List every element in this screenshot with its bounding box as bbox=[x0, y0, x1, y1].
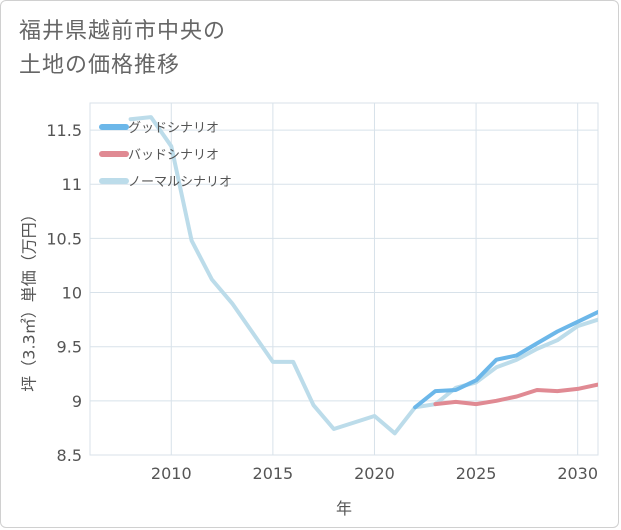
chart-title: 福井県越前市中央の 土地の価格推移 bbox=[19, 15, 226, 83]
x-tick-label: 2030 bbox=[557, 464, 598, 483]
y-tick-label: 8.5 bbox=[57, 446, 82, 465]
series-line bbox=[433, 382, 598, 407]
grid-lines bbox=[89, 102, 599, 456]
y-tick-label: 10.5 bbox=[46, 229, 82, 248]
y-tick-label: 11 bbox=[62, 175, 82, 194]
y-tick-label: 10 bbox=[62, 284, 82, 303]
y-tick-label: 9.5 bbox=[57, 338, 82, 357]
legend-label: グッドシナリオ bbox=[128, 121, 219, 136]
series-line bbox=[413, 310, 598, 410]
y-axis-label: 坪（3.3㎡）単価（万円） bbox=[20, 206, 39, 391]
chart-title-line-1: 福井県越前市中央の bbox=[19, 19, 227, 44]
series-line bbox=[128, 115, 598, 436]
legend-label: バッドシナリオ bbox=[128, 148, 219, 163]
y-tick-label: 9 bbox=[72, 392, 82, 411]
x-tick-label: 2020 bbox=[354, 464, 395, 483]
series-lines bbox=[128, 115, 598, 436]
x-tick-label: 2015 bbox=[253, 464, 294, 483]
x-tick-label: 2025 bbox=[456, 464, 497, 483]
x-tick-label: 2010 bbox=[151, 464, 192, 483]
chart-title-line-2: 土地の価格推移 bbox=[19, 53, 181, 78]
tick-labels: 2010 2015 2020 2025 2030 8.5 9 9.5 10 10.5 11 11.5 bbox=[46, 121, 598, 483]
legend-label: ノーマルシナリオ bbox=[128, 175, 232, 190]
x-axis-label: 年 bbox=[336, 499, 352, 518]
y-tick-label: 11.5 bbox=[46, 121, 82, 140]
